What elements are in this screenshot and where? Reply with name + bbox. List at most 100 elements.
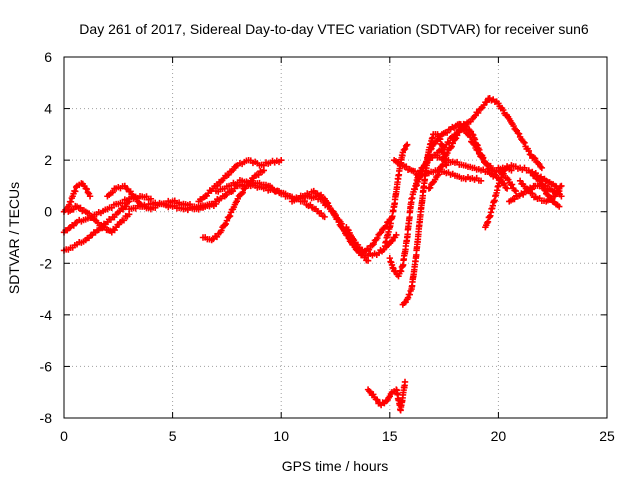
- x-tick-label: 5: [169, 428, 177, 444]
- series-pass-10: [212, 177, 372, 264]
- data-point: [434, 172, 441, 179]
- data-point: [413, 182, 420, 189]
- data-point: [120, 217, 128, 224]
- data-point: [476, 146, 483, 154]
- data-point: [449, 140, 456, 147]
- data-point: [397, 268, 405, 275]
- series-pass-16: [390, 156, 485, 184]
- data-point: [324, 200, 332, 207]
- data-point: [484, 162, 491, 169]
- series-pass-2: [60, 180, 94, 215]
- y-tick-label: 4: [44, 101, 52, 117]
- data-point: [423, 158, 430, 165]
- series-pass-24: [529, 172, 563, 210]
- series-pass-1: [60, 198, 133, 254]
- data-point: [255, 171, 262, 179]
- grid-lines: [64, 57, 607, 418]
- data-point: [529, 190, 536, 197]
- data-point: [393, 231, 400, 239]
- data-point: [545, 192, 552, 199]
- data-point: [321, 213, 328, 221]
- data-point: [119, 200, 126, 207]
- data-point: [374, 396, 381, 403]
- data-point: [226, 212, 234, 220]
- data-points: [60, 95, 565, 414]
- data-point: [421, 162, 428, 169]
- data-point: [370, 391, 377, 398]
- data-point: [401, 378, 409, 386]
- y-tick-label: 6: [44, 49, 52, 65]
- data-point: [520, 138, 527, 145]
- data-point: [474, 109, 482, 117]
- series-pass-11: [288, 187, 400, 259]
- x-tick-labels: 0 5 10 15 20 25: [60, 428, 615, 444]
- data-point: [479, 154, 487, 161]
- data-point: [539, 181, 546, 189]
- data-point: [458, 124, 465, 131]
- data-point: [477, 177, 485, 184]
- y-tick-label: -4: [40, 307, 53, 323]
- data-point: [531, 155, 539, 162]
- data-point: [401, 145, 409, 153]
- x-tick-label: 0: [60, 428, 68, 444]
- data-point: [77, 204, 84, 212]
- plot-frame: [63, 56, 608, 419]
- data-point: [556, 203, 563, 210]
- data-point: [444, 149, 451, 157]
- data-point: [427, 146, 434, 153]
- data-point: [484, 218, 492, 226]
- data-point: [505, 176, 512, 183]
- data-point: [218, 227, 225, 234]
- data-point: [213, 233, 221, 241]
- data-point: [86, 193, 94, 200]
- series-pass-21: [482, 164, 515, 231]
- data-point: [400, 146, 408, 154]
- data-point: [558, 193, 565, 200]
- x-tick-label: 20: [491, 428, 507, 444]
- data-point: [418, 168, 426, 175]
- data-point: [551, 193, 559, 200]
- y-tick-label: 0: [44, 204, 52, 220]
- data-point: [72, 188, 79, 195]
- data-point: [525, 147, 533, 155]
- data-point: [222, 220, 230, 228]
- data-point: [411, 168, 419, 175]
- data-point: [512, 126, 519, 134]
- data-point: [439, 161, 446, 168]
- data-point: [515, 130, 523, 137]
- data-point: [70, 206, 77, 213]
- data-point: [508, 167, 515, 174]
- data-point: [428, 145, 435, 152]
- data-point: [544, 191, 551, 198]
- axis-ticks: [63, 56, 608, 419]
- data-point: [426, 151, 433, 158]
- data-point: [260, 167, 268, 174]
- data-point: [67, 198, 75, 206]
- data-point: [500, 106, 507, 114]
- data-point: [369, 242, 376, 249]
- data-point: [521, 139, 528, 146]
- data-point: [278, 156, 285, 164]
- data-point: [436, 168, 443, 176]
- data-point: [503, 185, 511, 192]
- data-point: [483, 161, 490, 168]
- chart-title: Day 261 of 2017, Sidereal Day-to-day VTE…: [79, 21, 589, 37]
- data-point: [354, 241, 362, 249]
- data-point: [426, 184, 434, 192]
- data-point: [223, 217, 231, 224]
- data-point: [109, 189, 116, 196]
- data-point: [483, 219, 491, 227]
- y-tick-labels: -8 -6 -4 -2 0 2 4 6: [40, 49, 53, 426]
- data-point: [402, 142, 410, 150]
- data-point: [374, 234, 381, 242]
- y-tick-label: -6: [40, 358, 53, 374]
- y-tick-label: -8: [40, 410, 53, 426]
- data-point: [406, 291, 413, 298]
- data-point: [403, 141, 411, 148]
- data-point: [508, 181, 516, 188]
- y-axis-label: SDTVAR / TECUs: [6, 182, 22, 294]
- series-pass-13: [364, 378, 409, 414]
- data-point: [448, 143, 455, 150]
- series-pass-4: [65, 202, 133, 236]
